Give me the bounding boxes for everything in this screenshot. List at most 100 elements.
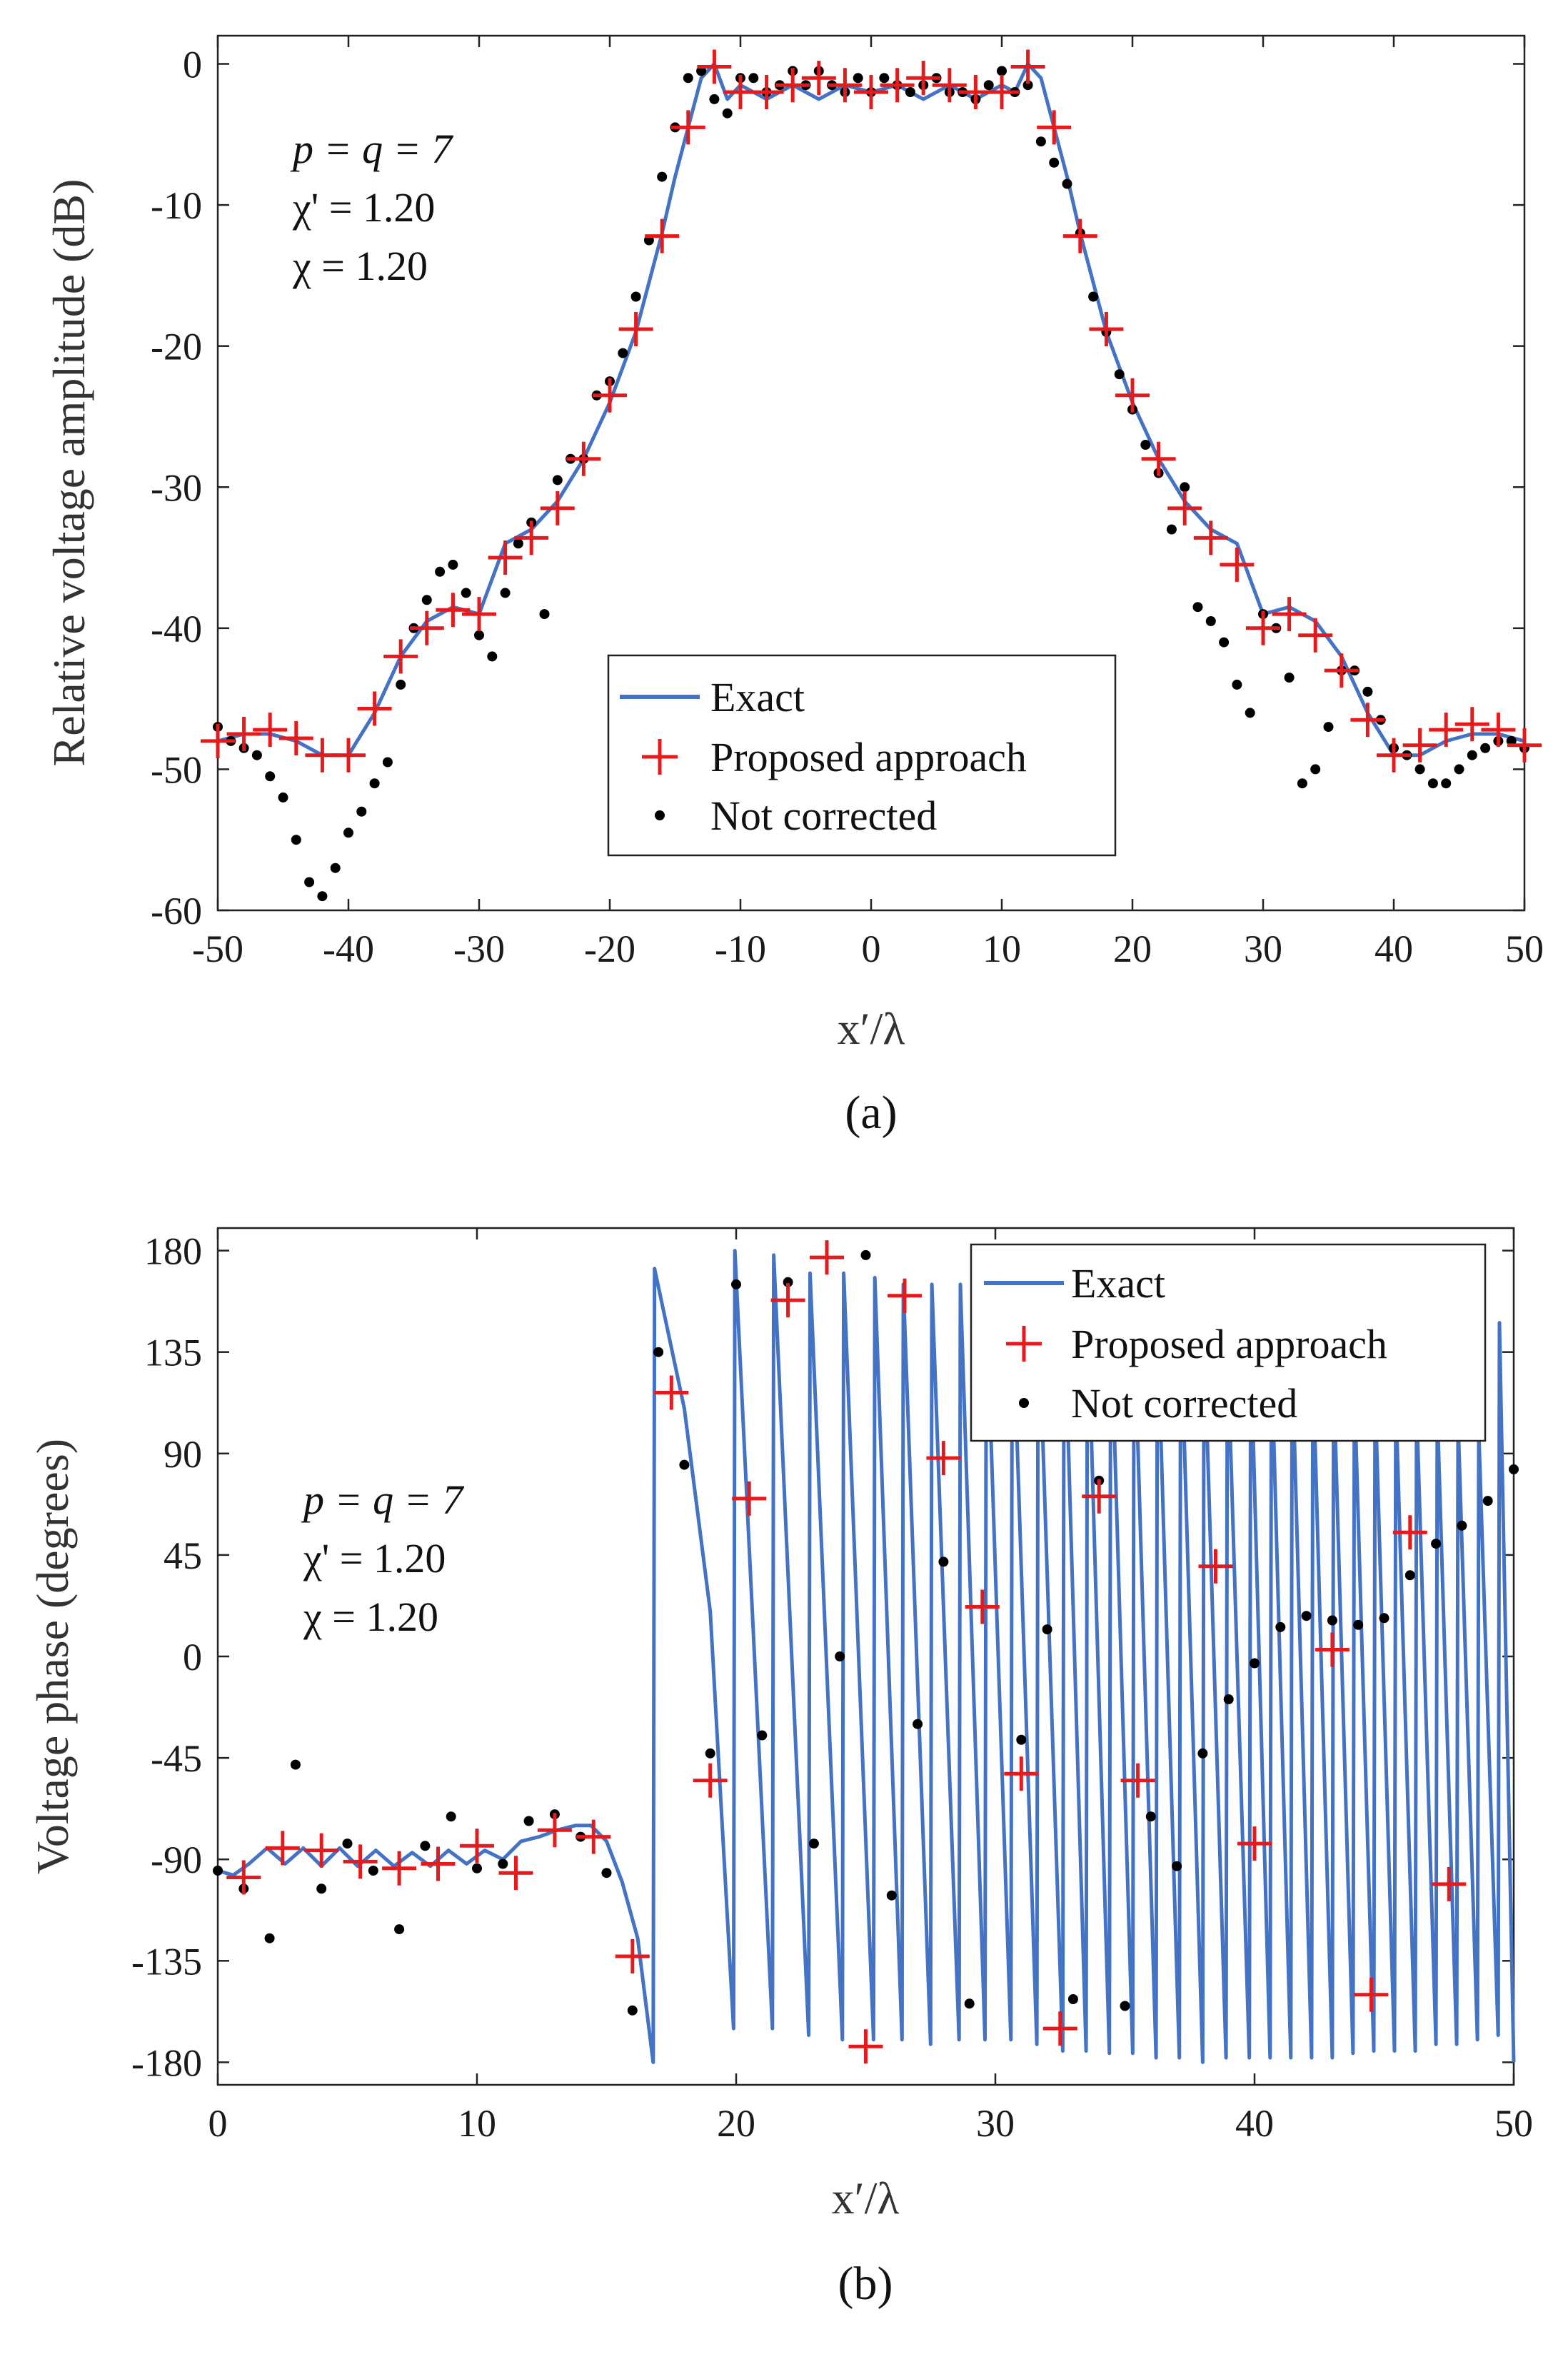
panel-a-proposed-point-41	[1272, 597, 1307, 632]
panel-a-notcorrected-point-18	[448, 559, 458, 570]
panel-a-notcorrected-point-31	[618, 348, 628, 358]
panel-a-xtick-label-2: -30	[453, 927, 505, 970]
panel-b-notcorrected-point-39	[1223, 1694, 1234, 1704]
panel-b-notcorrected-point-24	[835, 1651, 845, 1661]
panel-a-proposed-point-11	[488, 540, 523, 575]
panel-b-proposed-point-18	[926, 1441, 961, 1476]
panel-a-amplitude: -50 -40 -30 -20 -10 0 10 20 30 40 50 0 -10 -20 -30 -40 -…	[44, 34, 1544, 1139]
panel-a-notcorrected-point-85	[1323, 722, 1334, 733]
panel-b-notcorrected-point-45	[1379, 1613, 1389, 1624]
panel-a-proposed-point-15	[593, 378, 627, 413]
panel-a-notcorrected-point-6	[291, 835, 301, 845]
panel-a-annotation-chi: χ = 1.20	[292, 243, 428, 289]
panel-b-notcorrected-point-44	[1353, 1619, 1364, 1630]
panel-b-notcorrected-point-21	[757, 1730, 768, 1741]
panel-a-notcorrected-point-75	[1192, 602, 1203, 613]
panel-b-notcorrected-point-28	[938, 1556, 949, 1567]
panel-a-notcorrected-point-69	[1114, 369, 1125, 380]
panel-b-proposed-point-26	[1315, 1632, 1350, 1667]
panel-b-xtick-label-1: 10	[458, 2102, 496, 2145]
panel-a-ytick-label-1: -10	[151, 184, 202, 227]
panel-a-notcorrected-point-53	[905, 87, 915, 97]
panel-a-notcorrected-point-9	[330, 862, 341, 873]
panel-a-xlabel: x′/λ	[838, 1003, 905, 1054]
panel-a-xtick-label-8: 30	[1244, 927, 1282, 970]
panel-b-proposed-point-2	[304, 1833, 339, 1868]
panel-b-legend-proposed-swatch	[1006, 1326, 1042, 1362]
panel-a-xtick-label-0: -50	[192, 927, 243, 970]
panel-a-ytick-label-0: 0	[183, 44, 202, 86]
panel-a-proposed-point-43	[1324, 653, 1359, 688]
panel-b-legend-proposed: Proposed approach	[1071, 1321, 1387, 1367]
panel-a-proposed-point-27	[906, 61, 941, 96]
panel-a-notcorrected-point-79	[1245, 708, 1255, 718]
panel-a-proposed-point-47	[1429, 713, 1464, 748]
panel-a-legend-exact: Exact	[710, 674, 805, 720]
panel-a-notcorrected-point-84	[1310, 764, 1321, 775]
panel-a-proposed-point-5	[331, 738, 366, 773]
panel-b-proposed-point-25	[1237, 1826, 1272, 1861]
panel-b-ytick-label-8: -180	[131, 2041, 202, 2084]
panel-a-ytick-label-6: -60	[151, 890, 202, 932]
panel-a-proposed-point-28	[932, 68, 967, 103]
panel-b-notcorrected-point-47	[1431, 1539, 1442, 1549]
panel-b-notcorrected-point-9	[446, 1811, 456, 1822]
panel-b-ytick-label-2: 90	[164, 1433, 202, 1476]
panel-a-notcorrected-point-88	[1362, 686, 1373, 697]
panel-b-notcorrected-point-27	[913, 1719, 923, 1729]
panel-b-proposed-point-16	[848, 2029, 883, 2064]
panel-a-notcorrected-point-64	[1049, 157, 1060, 168]
panel-b-notcorrected-point-36	[1145, 1811, 1156, 1822]
panel-b-notcorrected-point-5	[342, 1839, 353, 1849]
panel-b-notcorrected-point-12	[523, 1816, 534, 1826]
panel-b-proposed-point-3	[343, 1844, 378, 1879]
panel-b-notcorrected-point-2	[264, 1933, 275, 1943]
panel-b-proposed-point-1	[265, 1831, 300, 1866]
panel-b-notcorrected-point-22	[783, 1277, 793, 1287]
panel-a-annotation-chi-prime: χ' = 1.20	[292, 184, 435, 231]
panel-b-series-exact-line	[217, 1249, 1516, 2064]
panel-b-xlabel: x′/λ	[832, 2173, 900, 2223]
panel-a-proposed-point-21	[749, 75, 784, 109]
panel-b-notcorrected-point-8	[420, 1841, 431, 1851]
panel-a-notcorrected-point-20	[474, 630, 484, 640]
panel-b-legend-notcorrected-swatch	[1019, 1398, 1029, 1408]
panel-a-xtick-label-4: -10	[715, 927, 766, 970]
panel-a-notcorrected-point-95	[1454, 764, 1464, 775]
panel-b-notcorrected-point-31	[1016, 1734, 1027, 1745]
panel-a-proposed-point-40	[1246, 610, 1280, 645]
panel-a-notcorrected-point-23	[513, 538, 523, 549]
panel-a-notcorrected-point-26	[552, 475, 563, 486]
panel-b-notcorrected-point-16	[627, 2005, 638, 2016]
panel-a-proposed-point-34	[1089, 312, 1124, 346]
panel-b-annotation-pq: p = q = 7	[301, 1477, 464, 1523]
panel-a-ticks: -50 -40 -30 -20 -10 0 10 20 30 40 50 0 -10 -20 -30 -40 -…	[151, 36, 1544, 970]
panel-b-proposed-point-10	[615, 1939, 650, 1973]
panel-a-proposed-point-35	[1115, 378, 1150, 413]
panel-b-legend-notcorrected: Not corrected	[1071, 1380, 1297, 1427]
panel-a-notcorrected-point-59	[983, 80, 994, 91]
panel-b-notcorrected-point-37	[1172, 1861, 1182, 1871]
panel-b-xtick-label-3: 30	[976, 2102, 1015, 2145]
panel-b-notcorrected-point-48	[1457, 1520, 1467, 1531]
panel-a-ytick-label-2: -20	[151, 326, 202, 368]
panel-b-notcorrected-point-29	[964, 1998, 975, 2009]
panel-b-notcorrected-point-40	[1250, 1658, 1260, 1669]
panel-a-notcorrected-point-19	[461, 588, 471, 598]
panel-a-proposed-point-17	[645, 218, 680, 253]
panel-a-notcorrected-point-74	[1180, 482, 1190, 493]
panel-a-annotation-pq: p = q = 7	[290, 126, 453, 172]
panel-b-proposed-point-14	[770, 1283, 805, 1318]
panel-a-notcorrected-point-3	[251, 750, 262, 760]
panel-a-proposed-point-6	[357, 691, 392, 726]
panel-b-notcorrected-point-0	[213, 1866, 223, 1876]
panel-a-proposed-point-48	[1454, 707, 1489, 742]
panel-a-notcorrected-point-17	[435, 566, 446, 577]
panel-a-notcorrected-point-73	[1166, 524, 1177, 535]
panel-b-notcorrected-point-20	[731, 1279, 741, 1289]
panel-b-proposed-point-22	[1082, 1479, 1117, 1514]
panel-a-xtick-label-3: -20	[584, 927, 635, 970]
panel-b-proposed-point-17	[888, 1278, 922, 1313]
panel-a-xtick-label-1: -40	[323, 927, 374, 970]
panel-a-ytick-label-5: -50	[151, 748, 202, 791]
